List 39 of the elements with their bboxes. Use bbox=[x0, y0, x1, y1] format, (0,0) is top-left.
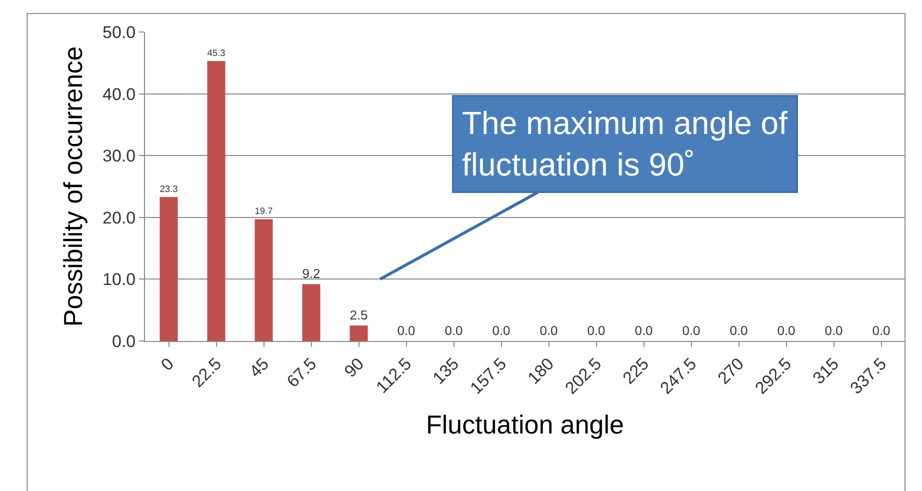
data-label: 0.0 bbox=[397, 322, 416, 338]
x-tick-label: 225 bbox=[619, 354, 653, 388]
data-label: 0.0 bbox=[824, 322, 843, 338]
data-label: 0.0 bbox=[587, 322, 606, 338]
x-axis-title: Fluctuation angle bbox=[426, 410, 624, 440]
data-label: 0.0 bbox=[634, 322, 653, 338]
x-tick-label: 180 bbox=[524, 354, 558, 388]
data-label: 23.3 bbox=[160, 184, 178, 194]
y-tick-label: 10.0 bbox=[102, 270, 136, 290]
y-tick-label: 50.0 bbox=[102, 22, 136, 42]
y-axis-title: Possibility of occurrence bbox=[58, 46, 88, 327]
x-tick-label: 67.5 bbox=[283, 354, 320, 392]
bar bbox=[160, 197, 178, 341]
y-tick-label: 0.0 bbox=[112, 332, 136, 351]
data-label: 0.0 bbox=[872, 322, 890, 338]
data-label: 0.0 bbox=[682, 322, 700, 338]
bar bbox=[207, 61, 226, 341]
bar bbox=[302, 284, 320, 341]
x-tick-label: 315 bbox=[809, 354, 843, 388]
data-label: 0.0 bbox=[777, 322, 796, 338]
y-tick-label: 30.0 bbox=[102, 146, 136, 166]
x-tick-label: 135 bbox=[429, 354, 463, 388]
x-tick-label: 0 bbox=[157, 354, 178, 374]
bar bbox=[350, 326, 368, 341]
data-label: 2.5 bbox=[350, 307, 368, 322]
x-tick-label: 90 bbox=[340, 354, 368, 382]
y-tick-label: 40.0 bbox=[102, 84, 136, 104]
data-label: 19.7 bbox=[254, 206, 273, 216]
annotation: The maximum angle of fluctuation is 90˚ bbox=[462, 105, 788, 183]
x-tick-label: 45 bbox=[246, 354, 273, 382]
data-label: 0.0 bbox=[492, 322, 510, 338]
x-tick-label: 270 bbox=[714, 354, 748, 388]
data-label: 0.0 bbox=[444, 322, 463, 338]
bar bbox=[254, 219, 273, 341]
data-label: 0.0 bbox=[540, 322, 558, 338]
data-label: 0.0 bbox=[730, 322, 748, 338]
data-label: 45.3 bbox=[207, 48, 226, 58]
y-tick-label: 20.0 bbox=[102, 208, 136, 228]
data-label: 9.2 bbox=[302, 266, 320, 282]
